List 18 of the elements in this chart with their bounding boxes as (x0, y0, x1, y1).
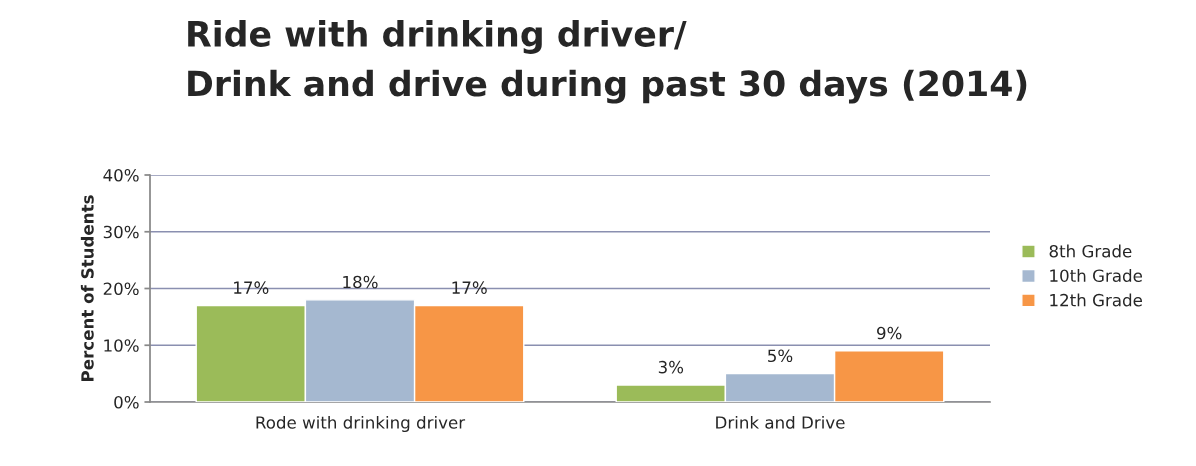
data-label: 17% (234, 281, 269, 294)
data-label: 5% (768, 349, 793, 363)
chart-title: Ride with drinking driver/ Drink and drive during past 30 days (2014) (188, 20, 1027, 104)
legend-label: 8th Grade (1049, 244, 1132, 258)
data-label: 3% (658, 360, 684, 374)
y-axis-title: Percent of Students (80, 195, 94, 381)
y-tick-label: 10% (104, 339, 139, 352)
y-tick-label: 40% (103, 168, 139, 182)
data-label: 18% (343, 275, 378, 289)
y-tick-label: 20% (103, 282, 139, 296)
data-label: 9% (877, 326, 902, 340)
legend-label: 12th Grade (1050, 293, 1142, 307)
x-tick-label: Drink and Drive (716, 415, 845, 429)
legend-label: 10th Grade (1050, 269, 1142, 282)
data-label: 17% (452, 281, 487, 294)
y-tick-label: 30% (103, 225, 139, 239)
y-tick-label: 0% (114, 395, 139, 409)
x-tick-label: Rode with drinking driver (256, 415, 466, 433)
